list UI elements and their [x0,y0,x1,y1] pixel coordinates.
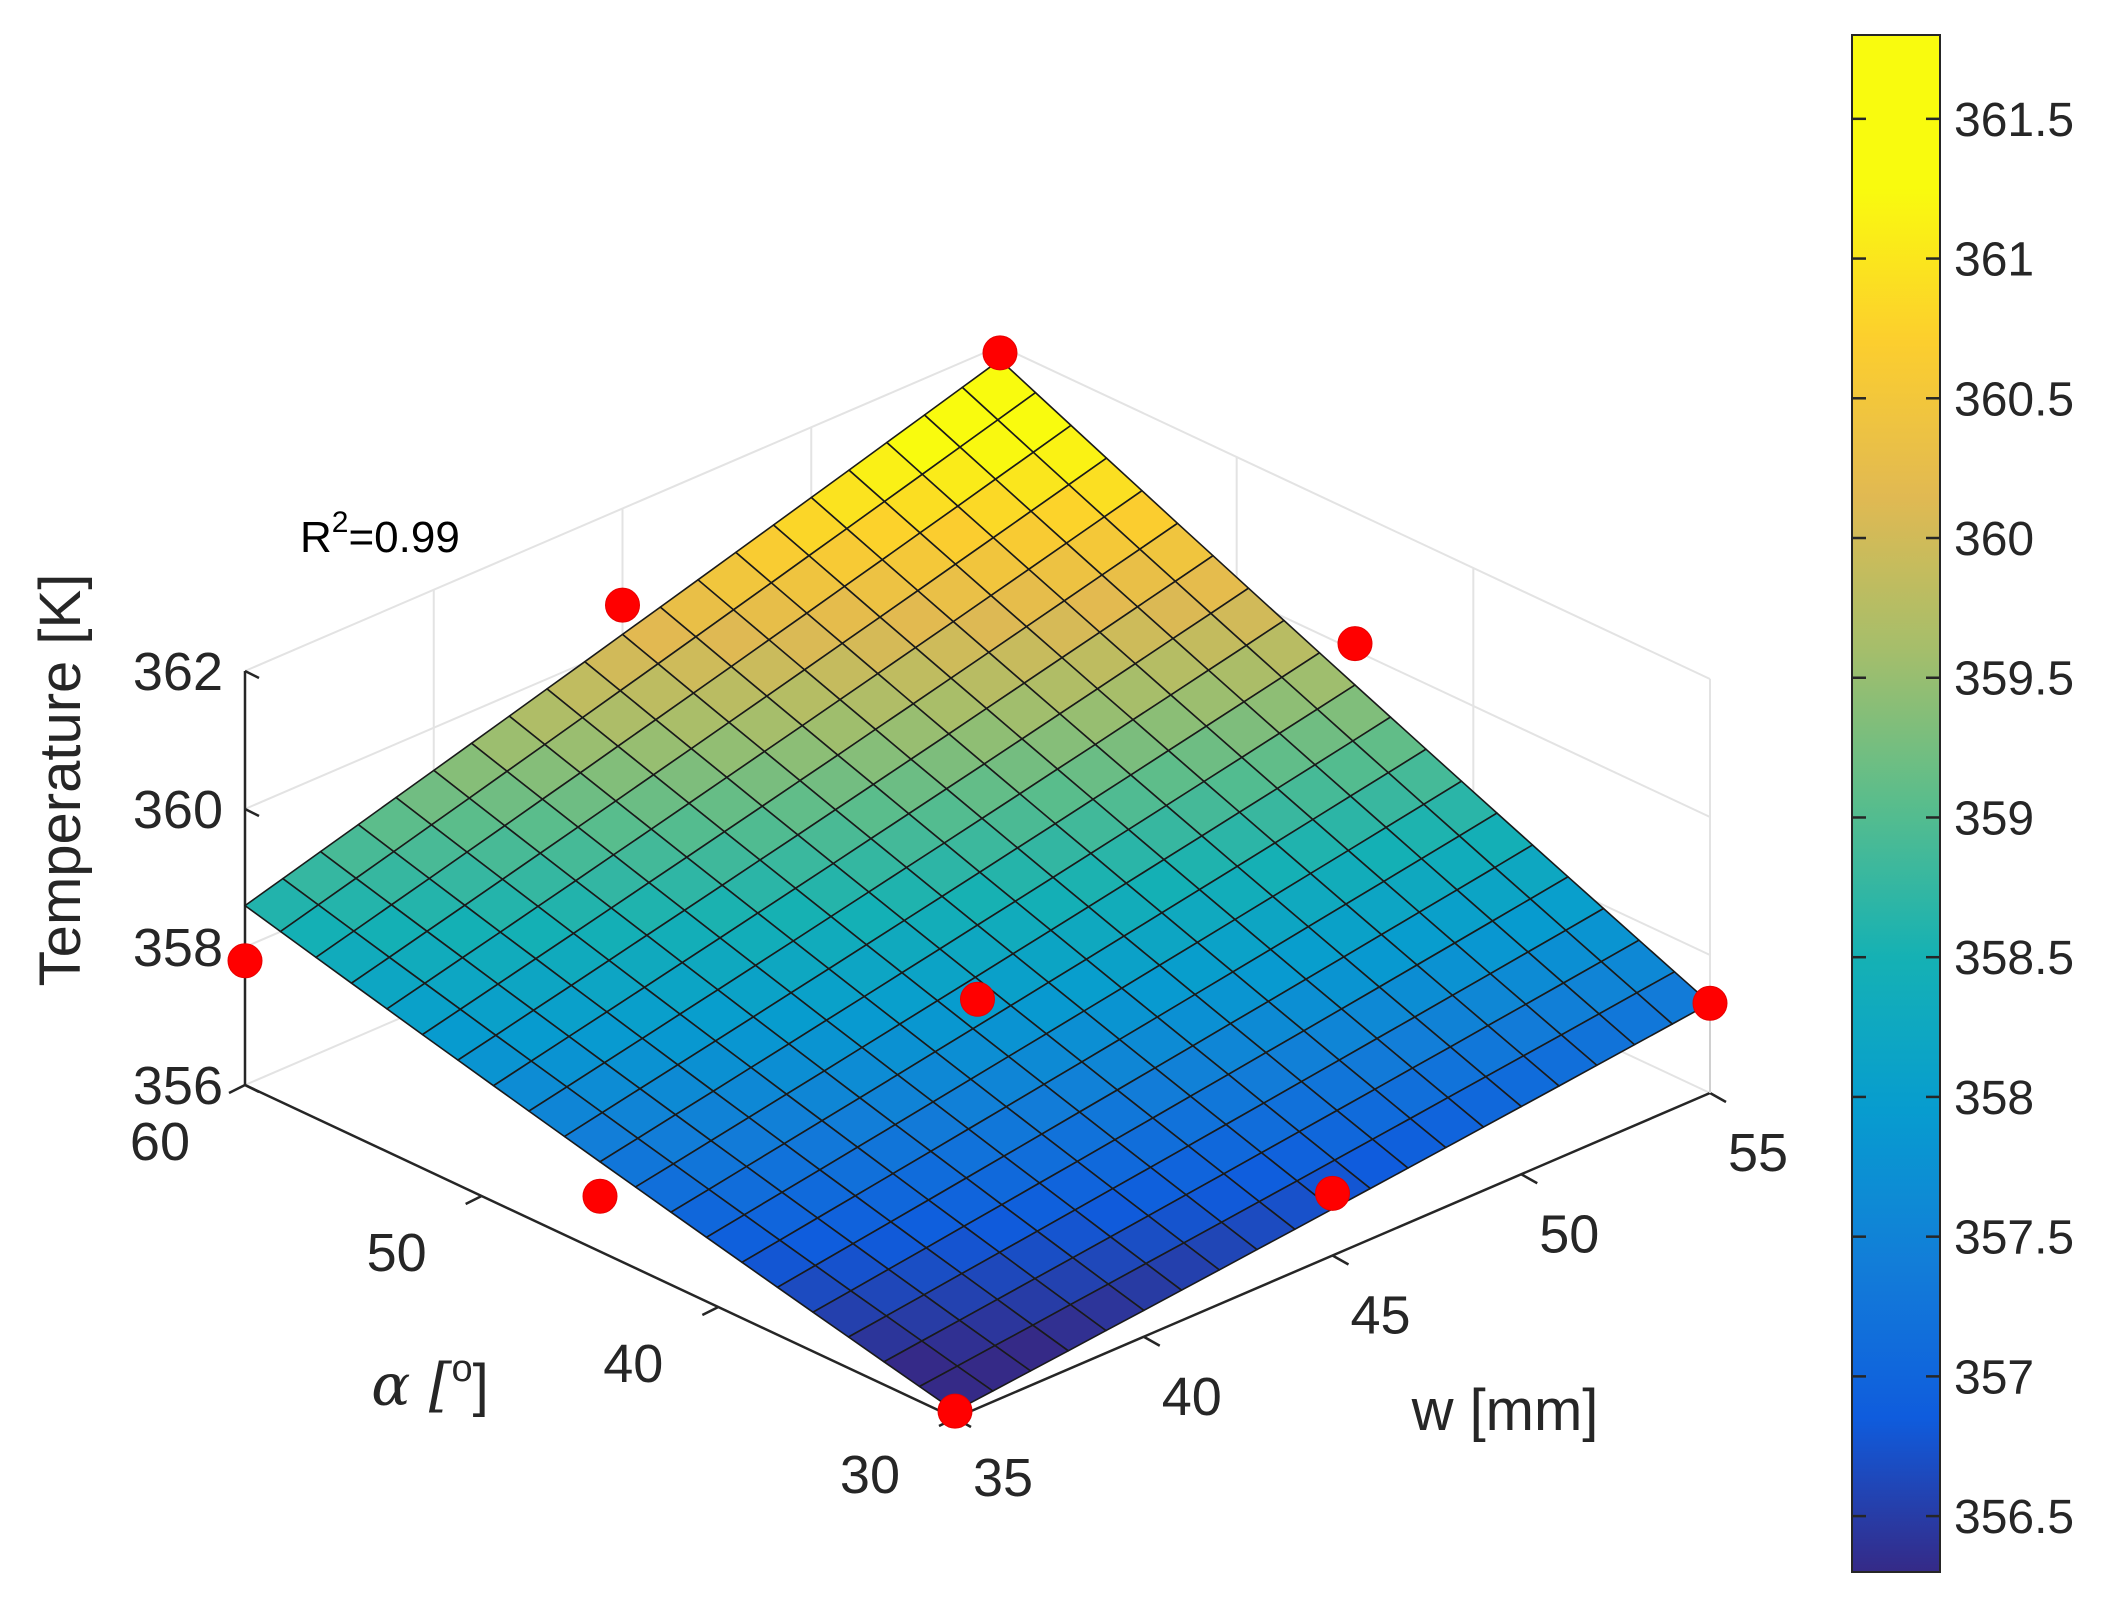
y-axis-label-sup: o [451,1348,472,1390]
x-tick-mark-2 [1331,1254,1350,1266]
z-tick-label-1: 358 [133,918,223,978]
x-tick-label-2: 45 [1350,1286,1410,1346]
x-tick-mark-1 [1143,1335,1161,1347]
y-axis-label: α [o] [371,1348,489,1419]
z-tick-label-0: 356 [133,1056,223,1116]
x-tick-label-3: 50 [1539,1204,1599,1264]
colorbar-tick-label-8: 360.5 [1954,373,2074,426]
x-tick-label-0: 35 [973,1448,1033,1508]
colorbar-tick-label-6: 359.5 [1954,653,2074,706]
colorbar-tick-label-9: 361 [1954,234,2034,287]
colorbar-tick-label-4: 358.5 [1954,932,2074,985]
colorbar: 356.5 357 357.5 358 358.5 359 359.5 360 360.5 361… [1851,34,2074,1573]
x-tick-mark-4 [1709,1091,1727,1104]
colorbar-tick-label-0: 356.5 [1954,1491,2074,1544]
data-point-2 [227,943,263,979]
data-point-8 [982,335,1018,371]
data-point-5 [605,587,640,623]
y-axis-line [244,1083,956,1420]
y-tick-mark-1 [701,1305,719,1317]
data-point-7 [1337,626,1373,662]
z-tick-mark-2 [244,807,260,818]
y-tick-label-3: 60 [130,1112,190,1172]
colorbar-tick-label-1: 357 [1954,1351,2034,1404]
y-tick-label-2: 50 [367,1223,427,1283]
point-layer [227,335,1728,1429]
colorbar-tick-label-7: 360 [1954,513,2034,566]
z-tick-label-2: 360 [133,780,223,840]
y-tick-label-0: 30 [840,1445,900,1505]
data-point-4 [960,981,995,1017]
surface-layer [244,358,1711,1412]
surface-cell-0-0 [918,1365,994,1412]
z-tick-mark-3 [244,669,260,680]
grid-line-wall1-horiz-3 [244,345,1001,672]
y-tick-label-1: 40 [603,1334,663,1394]
y-axis-label-suffix: ] [473,1353,489,1418]
colorbar-gradient [1851,34,1941,1573]
annotation-sup: 2 [332,506,349,539]
data-point-1 [582,1178,618,1214]
label-layer: Temperature [K] w [mm] α [o] R2=0.99 [28,506,1598,1443]
r-squared-annotation: R2=0.99 [300,506,460,562]
x-axis-label: w [mm] [1411,1378,1599,1443]
data-point-6 [1692,985,1728,1021]
annotation-suffix: =0.99 [348,513,459,562]
colorbar-tick-label-3: 358 [1954,1072,2034,1125]
y-tick-mark-3 [228,1083,246,1095]
x-tick-mark-3 [1520,1173,1538,1185]
grid-line-wall2-horiz-3 [999,345,1711,680]
x-tick-label-1: 40 [1162,1367,1222,1427]
colorbar-tick-label-5: 359 [1954,792,2034,845]
y-axis-label-prefix: α [ [371,1351,453,1419]
colorbar-tick-label-2: 357.5 [1954,1212,2074,1265]
z-tick-label-3: 362 [133,642,223,702]
annotation-prefix: R [300,513,332,562]
data-point-0 [937,1393,973,1429]
y-tick-mark-2 [465,1194,483,1206]
axis-layer: 356 358 360 362 30 40 50 60 35 40 45 50 55 [130,642,1788,1508]
x-tick-label-4: 55 [1728,1123,1788,1183]
colorbar-tick-label-10: 361.5 [1954,94,2074,147]
z-axis-label: Temperature [K] [28,574,93,987]
data-point-3 [1315,1175,1350,1211]
